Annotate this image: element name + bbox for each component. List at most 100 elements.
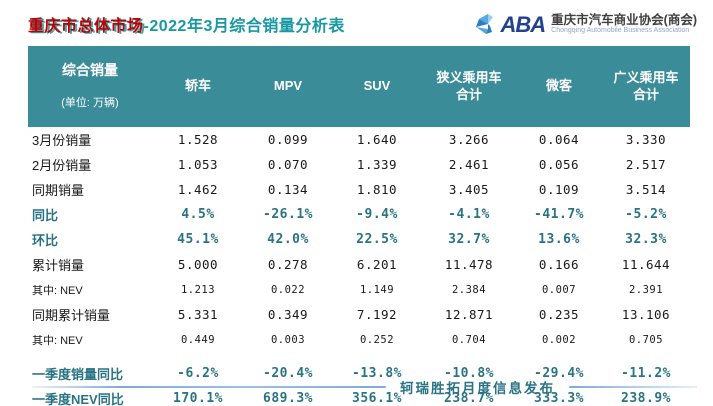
table-cell: -29.4%: [534, 366, 584, 381]
row-label: 2月份销量: [32, 158, 92, 173]
table-cell: -4.1%: [448, 207, 490, 222]
table-cell: 689.3%: [263, 391, 313, 406]
table-cell: 1.528: [177, 132, 219, 147]
table-cell: 1.462: [177, 182, 219, 197]
row-label: 同期累计销量: [32, 308, 111, 323]
association-name: 重庆市汽车商业协会(商会) Chongqing Automobile Busin…: [551, 13, 697, 35]
page-header: 重庆市总体市场-2022年3月综合销量分析表 ABA 重庆市汽车商业协会(商会)…: [0, 0, 713, 46]
table-cell: 170.1%: [173, 391, 223, 406]
sales-analysis-table: 综合销量 (单位: 万辆) 轿车 MPV SUV 狭义乘用车 合计 微客 广义乘…: [28, 46, 690, 406]
row-label: 环比: [32, 233, 59, 248]
table-row: 其中: NEV 1.213 0.022 1.149 2.384 0.007 2.391: [28, 277, 690, 302]
table-cell: 3.405: [448, 182, 490, 197]
caba-acronym: ABA: [500, 11, 547, 37]
table-row: 同期累计销量 5.331 0.349 7.192 12.871 0.235 13.106: [28, 302, 690, 327]
column-header-sedan: 轿车: [152, 46, 244, 127]
table-cell: 0.109: [538, 182, 580, 197]
table-cell: 0.003: [270, 333, 306, 346]
table-cell: 13.106: [621, 307, 671, 322]
table-cell: 6.201: [356, 257, 398, 272]
table-cell: 0.056: [538, 157, 580, 172]
table-row: 2月份销量 1.053 0.070 1.339 2.461 0.056 2.517: [28, 152, 690, 177]
header-corner-cell: 综合销量 (单位: 万辆): [28, 46, 152, 127]
origami-c-icon: [475, 13, 493, 34]
footer-divider-left: [32, 386, 386, 388]
header-corner-title: 综合销量: [62, 62, 118, 79]
table-cell: 1.053: [177, 157, 219, 172]
table-cell: 0.002: [541, 333, 577, 346]
page-title: 重庆市总体市场-2022年3月综合销量分析表: [28, 12, 345, 36]
table-row: 一季度NEV同比 170.1% 689.3% 356.1% 238.7% 333.3% 23…: [28, 386, 690, 406]
table-row: 一季度销量同比 -6.2% -20.4% -13.8% -10.8% -29.4% -11.…: [28, 352, 690, 386]
table-cell: -9.4%: [356, 207, 398, 222]
footer-divider-right: [569, 386, 697, 388]
table-cell: 22.5%: [356, 232, 398, 247]
page-title-subject: -2022年3月综合销量分析表: [143, 18, 345, 35]
table-cell: 238.9%: [621, 391, 671, 406]
table-cell: -10.8%: [444, 366, 494, 381]
table-cell: 0.070: [267, 157, 309, 172]
table-cell: 0.449: [180, 333, 216, 346]
table-row: 其中: NEV 0.449 0.003 0.252 0.704 0.002 0.705: [28, 327, 690, 352]
table-cell: 7.192: [356, 307, 398, 322]
table-cell: -13.8%: [352, 366, 402, 381]
table-cell: 0.349: [267, 307, 309, 322]
table-row: 同期销量 1.462 0.134 1.810 3.405 0.109 3.514: [28, 177, 690, 202]
column-header-mpv: MPV: [244, 46, 332, 127]
table-cell: 2.391: [628, 283, 664, 296]
table-cell: 0.022: [270, 283, 306, 296]
table-cell: 2.384: [451, 283, 487, 296]
table-cell: 1.213: [180, 283, 216, 296]
table-cell: 1.339: [356, 157, 398, 172]
table-row: 累计销量 5.000 0.278 6.201 11.478 0.166 11.644: [28, 252, 690, 277]
table-row: 3月份销量 1.528 0.099 1.640 3.266 0.064 3.330: [28, 127, 690, 152]
header-corner-unit: (单位: 万辆): [61, 97, 119, 109]
table-cell: 0.705: [628, 333, 664, 346]
row-label: 3月份销量: [32, 133, 92, 148]
table-cell: 333.3%: [534, 391, 584, 406]
table-cell: 1.640: [356, 132, 398, 147]
table-cell: 238.7%: [444, 391, 494, 406]
table-cell: 0.166: [538, 257, 580, 272]
column-header-broad-total: 广义乘用车 合计: [602, 46, 690, 127]
row-label: 其中: NEV: [32, 334, 83, 347]
association-name-cn: 重庆市汽车商业协会(商会): [551, 12, 697, 27]
table-cell: 42.0%: [267, 232, 309, 247]
table-body: 3月份销量 1.528 0.099 1.640 3.266 0.064 3.330 2月份销量…: [28, 127, 690, 406]
column-header-narrow-total: 狭义乘用车 合计: [422, 46, 516, 127]
table-cell: 32.3%: [625, 232, 667, 247]
table-row: 同比 4.5% -26.1% -9.4% -4.1% -41.7% -5.2%: [28, 202, 690, 227]
table-cell: -20.4%: [263, 366, 313, 381]
table-cell: 32.7%: [448, 232, 490, 247]
table-cell: 5.331: [177, 307, 219, 322]
row-label: 一季度NEV同比: [32, 392, 124, 406]
table-cell: 3.330: [625, 132, 667, 147]
table-cell: 0.064: [538, 132, 580, 147]
association-logo: ABA 重庆市汽车商业协会(商会) Chongqing Automobile B…: [475, 13, 697, 35]
table-header-row: 综合销量 (单位: 万辆) 轿车 MPV SUV 狭义乘用车 合计 微客 广义乘…: [28, 46, 690, 127]
table-cell: 3.266: [448, 132, 490, 147]
row-label: 同比: [32, 208, 59, 223]
table-cell: -41.7%: [534, 207, 584, 222]
footer: 轲瑞胜拓月度信息发布: [0, 377, 713, 397]
table-cell: 0.134: [267, 182, 309, 197]
caba-logo-mark: ABA: [475, 13, 546, 35]
page-title-market: 重庆市总体市场: [28, 18, 144, 35]
table-cell: 0.278: [267, 257, 309, 272]
table-cell: 13.6%: [538, 232, 580, 247]
row-label: 同期销量: [32, 183, 85, 198]
column-header-suv: SUV: [332, 46, 422, 127]
column-header-microvan: 微客: [516, 46, 602, 127]
table-row: 环比 45.1% 42.0% 22.5% 32.7% 13.6% 32.3%: [28, 227, 690, 252]
table-cell: 12.871: [444, 307, 494, 322]
table-cell: -26.1%: [263, 207, 313, 222]
table-cell: 356.1%: [352, 391, 402, 406]
table-cell: 4.5%: [181, 207, 215, 222]
row-label: 其中: NEV: [32, 284, 83, 297]
table-cell: -6.2%: [177, 366, 219, 381]
table-cell: 0.252: [359, 333, 395, 346]
table-cell: 0.704: [451, 333, 487, 346]
table-cell: -5.2%: [625, 207, 667, 222]
row-label: 累计销量: [32, 258, 85, 273]
